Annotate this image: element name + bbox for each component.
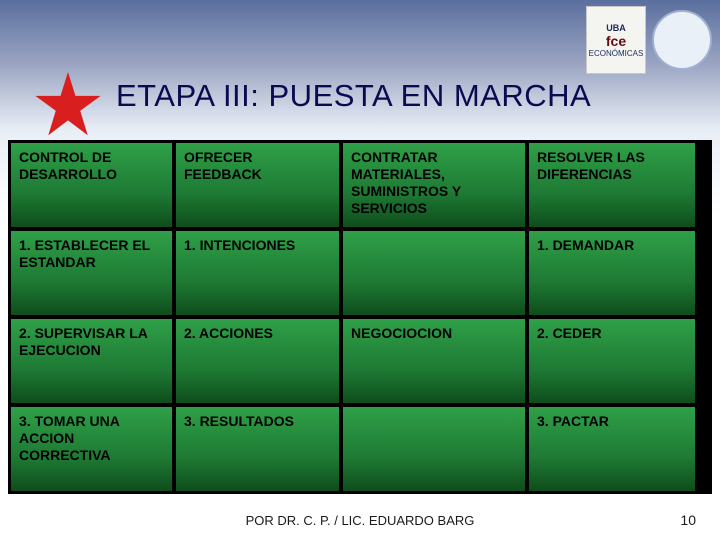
cell-r0-c1: OFRECER FEEDBACK — [176, 143, 339, 227]
logo-fce-mid: fce — [606, 33, 626, 49]
cell-r0-c0: CONTROL DE DESARROLLO — [11, 143, 172, 227]
logo-fce-top: UBA — [606, 23, 626, 33]
page-number: 10 — [680, 512, 696, 528]
cell-r1-c2 — [343, 231, 525, 315]
content-table: CONTROL DE DESARROLLO OFRECER FEEDBACK C… — [8, 140, 712, 494]
cell-r2-c2: NEGOCIOCION — [343, 319, 525, 403]
cell-r3-c1: 3. RESULTADOS — [176, 407, 339, 491]
cell-r3-c3: 3. PACTAR — [529, 407, 695, 491]
logo-fce: UBA fce ECONÓMICAS — [586, 6, 646, 74]
cell-r1-c1: 1. INTENCIONES — [176, 231, 339, 315]
cell-r1-c3: 1. DEMANDAR — [529, 231, 695, 315]
cell-r0-c3: RESOLVER LAS DIFERENCIAS — [529, 143, 695, 227]
cell-r3-c2 — [343, 407, 525, 491]
cell-r1-c0: 1. ESTABLECER EL ESTANDAR — [11, 231, 172, 315]
logo-seal — [652, 10, 712, 70]
page-title: ETAPA III: PUESTA EN MARCHA — [116, 78, 591, 114]
cell-r2-c0: 2. SUPERVISAR LA EJECUCION — [11, 319, 172, 403]
cell-r0-c2: CONTRATAR MATERIALES, SUMINISTROS Y SERV… — [343, 143, 525, 227]
logo-strip: UBA fce ECONÓMICAS — [586, 6, 712, 74]
cell-r3-c0: 3. TOMAR UNA ACCION CORRECTIVA — [11, 407, 172, 491]
footer-credit: POR DR. C. P. / LIC. EDUARDO BARG — [0, 513, 720, 528]
logo-fce-bot: ECONÓMICAS — [589, 49, 644, 58]
star-icon — [34, 70, 102, 138]
cell-r2-c3: 2. CEDER — [529, 319, 695, 403]
cell-r2-c1: 2. ACCIONES — [176, 319, 339, 403]
